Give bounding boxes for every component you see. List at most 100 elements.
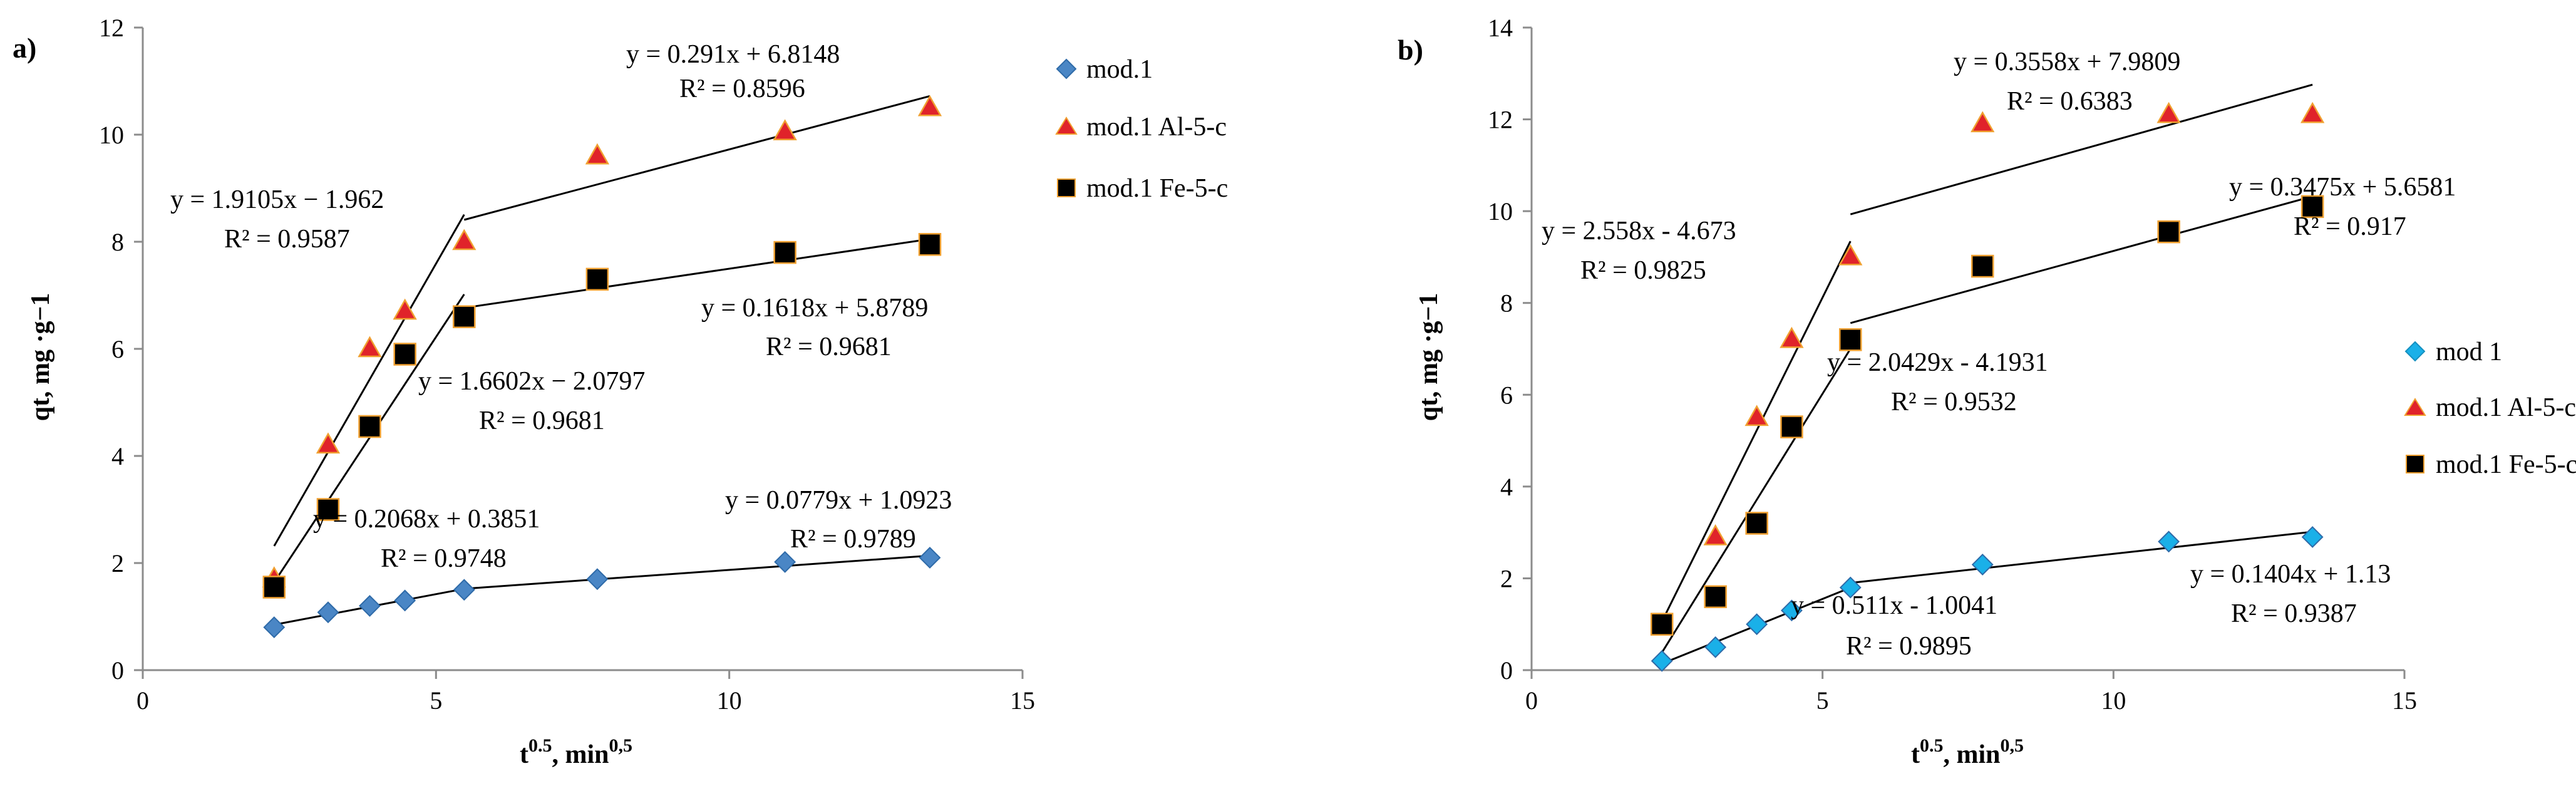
- data-point-triangle: [1780, 326, 1804, 348]
- ticks-b: 0 5 10 15 0 2 4 6 8 10 12 14: [1488, 14, 2417, 715]
- chart-panel-b: b) qt, mg ·g−1 t0.5, min0,5 0 5 10 15 0 2 4 6 8 1…: [1398, 14, 2576, 769]
- x-axis-label-b-sup2: 0,5: [2001, 735, 2024, 756]
- chart-panel-a: a) qt, mg ·g−1 t0.5, min0,5 0 5 10 15 0 2 4 6 8 1…: [13, 14, 1228, 769]
- annotation-b-5-r2: R² = 0.9895: [1846, 632, 1972, 661]
- annotations-a: y = 0.291x + 6.8148 R² = 0.8596 y = 1.91…: [170, 40, 952, 573]
- data-point-diamond: [1971, 554, 1994, 576]
- trend-line: [1850, 195, 2313, 324]
- x-tick-label: 15: [1010, 686, 1035, 715]
- data-point-diamond: [919, 547, 941, 569]
- data-point-diamond: [586, 568, 609, 591]
- y-tick-label: 4: [111, 442, 124, 470]
- x-axis-label-b-rest: , min: [1943, 740, 2000, 769]
- x-axis-label-a: t0.5, min0,5: [520, 735, 632, 769]
- annotation-a-1-eq: y = 0.291x + 6.8148: [626, 40, 840, 69]
- data-points-a: [262, 95, 942, 639]
- x-axis-label-a-sup: 0.5: [528, 735, 552, 756]
- data-point-triangle: [1703, 524, 1728, 546]
- annotation-b-4-eq: y = 2.0429x - 4.1931: [1827, 348, 2048, 377]
- data-point-square: [262, 576, 286, 599]
- y-tick-label: 14: [1488, 14, 1513, 42]
- trend-line: [1661, 240, 1852, 623]
- annotation-b-5-eq: y = 0.511x - 1.0041: [1791, 591, 1997, 620]
- x-axis-label-b-sup: 0.5: [1920, 735, 1944, 756]
- annotation-b-1-r2: R² = 0.6383: [2007, 87, 2133, 116]
- data-point-diamond: [1651, 649, 1673, 672]
- annotation-a-2-r2: R² = 0.9587: [224, 225, 350, 254]
- data-point-diamond: [394, 589, 416, 612]
- x-tick-label: 0: [1525, 686, 1538, 715]
- legend-b-marker-fe: [2406, 455, 2424, 473]
- data-point-diamond: [1704, 636, 1727, 658]
- data-point-triangle: [585, 143, 610, 165]
- data-point-square: [2157, 220, 2180, 244]
- x-tick-label: 10: [717, 686, 742, 715]
- trend-line: [464, 238, 930, 309]
- annotation-a-3-r2: R² = 0.9681: [766, 333, 892, 361]
- legend-b-marker-mod1: [2404, 341, 2426, 362]
- data-point-square: [453, 305, 476, 328]
- data-point-square: [1704, 585, 1727, 608]
- y-tick-label: 10: [1488, 197, 1513, 225]
- annotation-a-2-eq: y = 1.9105x − 1.962: [170, 185, 384, 214]
- x-tick-label: 10: [2101, 686, 2126, 715]
- data-point-triangle: [358, 336, 382, 358]
- annotation-a-6-eq: y = 0.2068x + 0.3851: [313, 505, 540, 534]
- data-point-square: [1650, 613, 1674, 636]
- legend-b-label-fe: mod.1 Fe-5-c: [2436, 450, 2576, 479]
- trend-line: [1850, 530, 2313, 584]
- y-tick-label: 6: [111, 335, 124, 363]
- x-tick-label: 5: [1816, 686, 1829, 715]
- trend-line: [273, 214, 465, 547]
- legend-b-marker-al: [2404, 398, 2426, 416]
- x-axis-label-b-base: t: [1911, 740, 1920, 769]
- annotation-b-4-r2: R² = 0.9532: [1891, 388, 2017, 416]
- annotation-a-5-r2: R² = 0.9789: [790, 525, 916, 554]
- annotation-b-3-r2: R² = 0.917: [2294, 212, 2406, 241]
- annotation-b-6-r2: R² = 0.9387: [2231, 599, 2357, 628]
- data-point-triangle: [917, 95, 942, 116]
- data-point-diamond: [359, 594, 381, 617]
- panel-label-b: b): [1398, 34, 1423, 66]
- legend-a-label-mod1: mod.1: [1086, 55, 1153, 84]
- legend-b-label-mod1: mod 1: [2436, 338, 2502, 366]
- data-point-square: [1971, 254, 1994, 278]
- data-point-triangle: [1838, 244, 1863, 266]
- y-tick-label: 0: [111, 656, 124, 685]
- annotation-b-1-eq: y = 0.3558x + 7.9809: [1954, 48, 2180, 76]
- data-point-square: [773, 240, 796, 264]
- legend-a-label-al: mod.1 Al-5-c: [1086, 113, 1227, 142]
- annotation-b-2-r2: R² = 0.9825: [1580, 256, 1706, 285]
- data-point-triangle: [773, 119, 797, 140]
- annotation-a-4-eq: y = 1.6602x − 2.0797: [418, 367, 645, 396]
- y-tick-label: 4: [1500, 473, 1513, 501]
- panel-label-a: a): [13, 32, 36, 64]
- trend-line: [273, 294, 465, 583]
- data-point-diamond: [1746, 613, 1768, 636]
- x-tick-label: 15: [2392, 686, 2417, 715]
- trend-line: [1661, 348, 1852, 653]
- data-point-triangle: [1971, 111, 1995, 133]
- legend-a-label-fe: mod.1 Fe-5-c: [1086, 174, 1228, 203]
- legend-a: mod.1 mod.1 Al-5-c mod.1 Fe-5-c: [1055, 55, 1228, 203]
- legend-a-marker-fe: [1057, 178, 1076, 197]
- trend-line: [464, 554, 930, 590]
- x-axis-label-b: t0.5, min0,5: [1911, 735, 2024, 769]
- data-point-square: [1745, 512, 1768, 535]
- y-tick-label: 0: [1500, 656, 1513, 685]
- annotation-a-1-r2: R² = 0.8596: [679, 75, 805, 103]
- annotation-a-5-eq: y = 0.0779x + 1.0923: [725, 486, 952, 515]
- ticks-a: 0 5 10 15 0 2 4 6 8 10 12: [99, 14, 1035, 715]
- data-point-triangle: [316, 432, 341, 454]
- data-point-triangle: [452, 229, 477, 251]
- data-point-triangle: [2300, 101, 2325, 123]
- x-tick-label: 5: [430, 686, 442, 715]
- data-point-triangle: [2156, 101, 2181, 123]
- data-point-square: [585, 267, 609, 291]
- y-tick-label: 12: [1488, 106, 1513, 134]
- data-point-diamond: [453, 579, 475, 601]
- data-point-square: [1780, 415, 1803, 438]
- data-point-square: [393, 343, 416, 366]
- legend-b: mod 1 mod.1 Al-5-c mod.1 Fe-5-c: [2404, 338, 2576, 479]
- trend-line: [1850, 83, 2313, 215]
